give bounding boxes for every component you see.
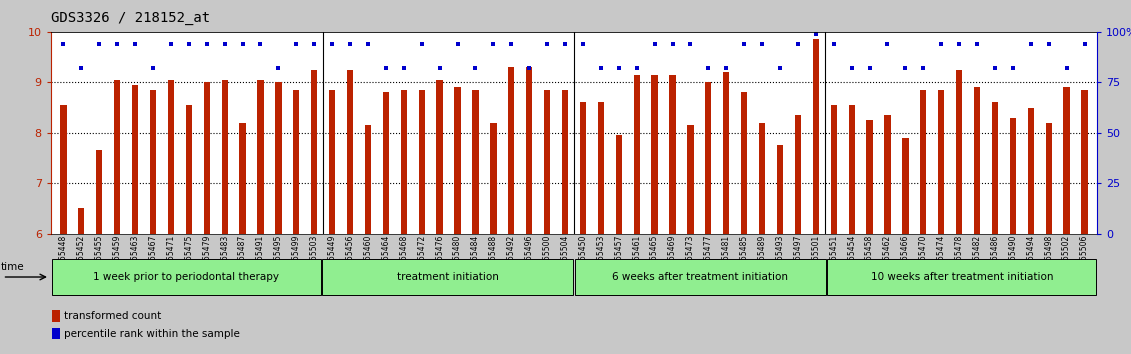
Bar	[688, 125, 693, 234]
Bar	[185, 105, 192, 234]
Text: time: time	[1, 262, 25, 272]
Bar	[418, 90, 425, 234]
Bar	[167, 80, 174, 234]
FancyBboxPatch shape	[322, 259, 573, 295]
Bar	[382, 92, 389, 234]
Bar	[132, 85, 138, 234]
Bar	[1063, 87, 1070, 234]
Bar	[741, 92, 748, 234]
Bar	[1045, 123, 1052, 234]
Bar	[615, 135, 622, 234]
Text: 6 weeks after treatment initiation: 6 weeks after treatment initiation	[612, 272, 788, 282]
Bar	[311, 70, 318, 234]
Bar	[544, 90, 551, 234]
Bar	[508, 67, 515, 234]
Bar	[329, 90, 335, 234]
Bar	[848, 105, 855, 234]
Bar	[96, 150, 103, 234]
Bar	[258, 80, 264, 234]
Text: percentile rank within the sample: percentile rank within the sample	[64, 329, 241, 339]
Bar	[813, 39, 819, 234]
Bar	[455, 87, 460, 234]
Text: transformed count: transformed count	[64, 311, 162, 321]
Bar	[526, 67, 533, 234]
Bar	[795, 115, 801, 234]
Bar	[437, 80, 442, 234]
Bar	[992, 103, 998, 234]
Bar	[777, 145, 783, 234]
Bar	[365, 125, 371, 234]
Bar	[473, 90, 478, 234]
Bar	[974, 87, 981, 234]
Text: 1 week prior to periodontal therapy: 1 week prior to periodontal therapy	[93, 272, 279, 282]
Text: GDS3326 / 218152_at: GDS3326 / 218152_at	[51, 11, 210, 25]
Bar	[60, 105, 67, 234]
Bar	[293, 90, 300, 234]
Bar	[1099, 82, 1106, 234]
Text: treatment initiation: treatment initiation	[397, 272, 499, 282]
Bar	[275, 82, 282, 234]
Bar	[633, 75, 640, 234]
Bar	[956, 70, 962, 234]
Bar	[114, 80, 120, 234]
Bar	[240, 123, 245, 234]
Bar	[347, 70, 353, 234]
FancyBboxPatch shape	[52, 259, 320, 295]
Bar	[52, 310, 60, 322]
Bar	[706, 82, 711, 234]
Bar	[222, 80, 227, 234]
Bar	[723, 72, 729, 234]
Bar	[921, 90, 926, 234]
Bar	[204, 82, 210, 234]
Bar	[78, 209, 85, 234]
Bar	[884, 115, 890, 234]
Bar	[150, 90, 156, 234]
Bar	[580, 103, 586, 234]
FancyBboxPatch shape	[828, 259, 1096, 295]
Bar	[400, 90, 407, 234]
Bar	[759, 123, 766, 234]
Bar	[903, 138, 908, 234]
Bar	[651, 75, 658, 234]
Text: 10 weeks after treatment initiation: 10 weeks after treatment initiation	[871, 272, 1053, 282]
Bar	[597, 103, 604, 234]
Bar	[830, 105, 837, 234]
FancyBboxPatch shape	[575, 259, 826, 295]
Bar	[866, 120, 873, 234]
Bar	[938, 90, 944, 234]
Bar	[1010, 118, 1016, 234]
Bar	[1028, 108, 1034, 234]
Bar	[670, 75, 675, 234]
Bar	[562, 90, 568, 234]
Bar	[490, 123, 497, 234]
Bar	[52, 328, 60, 339]
Bar	[1081, 90, 1088, 234]
